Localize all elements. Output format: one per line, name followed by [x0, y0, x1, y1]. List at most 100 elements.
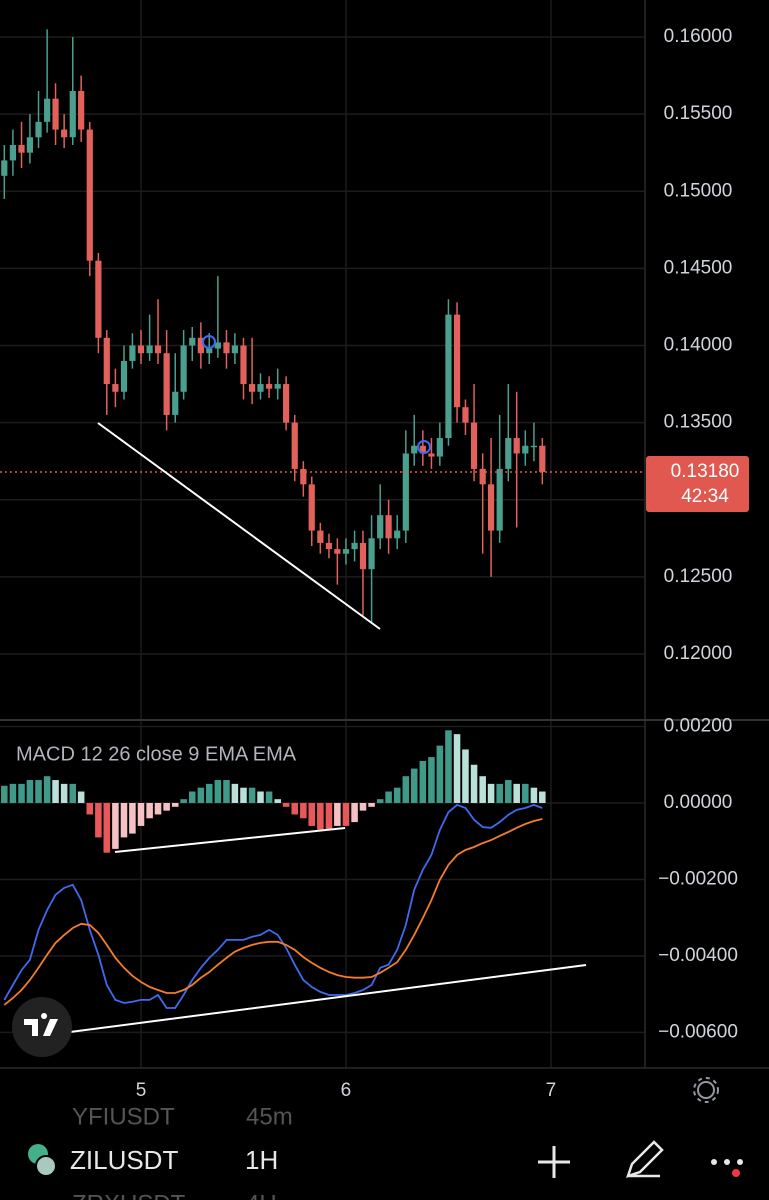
histogram-bar — [419, 760, 427, 803]
histogram-bar — [351, 802, 358, 823]
histogram-bar — [359, 802, 367, 811]
candle-body — [103, 337, 110, 385]
histogram-bar — [274, 799, 281, 803]
dot — [737, 1159, 743, 1165]
histogram-bar — [1, 785, 8, 803]
histogram-bar — [69, 783, 77, 803]
histogram-bar — [428, 757, 435, 803]
candle-body — [513, 438, 520, 454]
candle-body — [359, 542, 367, 570]
histogram-bar — [129, 802, 136, 834]
logo-circle — [12, 997, 72, 1057]
histogram-bar — [146, 802, 153, 819]
macd-line — [3, 803, 543, 1009]
candle-body — [1, 160, 8, 176]
histogram-bar — [214, 780, 222, 803]
y-tick-label: 0.13500 — [664, 412, 733, 433]
histogram-bar — [410, 768, 418, 803]
histogram-bar — [325, 802, 333, 830]
y-tick-label: 0.14500 — [664, 257, 733, 278]
y-tick-label: −0.00600 — [658, 1021, 738, 1042]
ghost-symbol: ZRXUSDT — [72, 1190, 186, 1200]
candle-body — [197, 337, 204, 354]
draw-button[interactable] — [626, 1140, 664, 1178]
histogram-bar — [223, 780, 230, 803]
settings-icon[interactable] — [693, 1077, 719, 1103]
last-price-box — [646, 455, 749, 512]
candle-body — [522, 445, 529, 454]
signal-marker — [417, 440, 431, 454]
histogram-bar — [291, 802, 298, 815]
candle-body — [385, 515, 392, 539]
candle-body — [496, 468, 503, 531]
badge — [732, 1169, 740, 1177]
candle-body — [137, 345, 145, 354]
histogram-bar — [18, 783, 25, 803]
histogram-bar — [505, 780, 512, 803]
candle-body — [317, 530, 324, 543]
logo-glyph — [24, 1013, 58, 1036]
x-tick-label: 6 — [341, 1080, 352, 1101]
y-tick-label: 0.15000 — [664, 180, 733, 201]
candle-body — [487, 484, 495, 531]
candle-body — [334, 549, 341, 554]
candle-body — [61, 129, 68, 138]
y-tick-label: −0.00200 — [658, 868, 738, 889]
interval[interactable]: 1H — [245, 1145, 278, 1175]
symbol[interactable]: ZILUSDT — [70, 1145, 178, 1175]
histogram-bar — [265, 791, 273, 803]
candle-body — [436, 438, 443, 457]
candle-body — [257, 384, 264, 392]
candle-body — [368, 538, 375, 570]
histogram-bar — [188, 791, 196, 803]
candle-body — [35, 121, 42, 138]
histogram-bar — [317, 802, 324, 830]
histogram-bar — [163, 802, 170, 811]
histogram-bar — [453, 734, 461, 803]
candle-body — [44, 98, 51, 122]
histogram-bar — [197, 787, 205, 803]
candle-body — [394, 530, 401, 539]
histogram-bar — [137, 802, 145, 826]
x-tick-label: 7 — [546, 1080, 557, 1101]
histogram-bar — [52, 780, 59, 803]
histogram-bar — [103, 802, 111, 853]
histogram-bar — [205, 783, 213, 803]
signal-marker — [202, 335, 216, 349]
histogram-bar — [120, 802, 128, 838]
histogram-bar — [240, 787, 247, 803]
countdown: 42:34 — [681, 486, 729, 507]
candle-body — [120, 360, 128, 392]
gear[interactable] — [697, 1081, 715, 1099]
histogram-bar — [26, 780, 34, 803]
histogram-bar — [368, 802, 375, 807]
candle-body — [112, 384, 119, 392]
histogram-bar — [530, 787, 538, 803]
y-tick-label: 0.15500 — [664, 103, 733, 124]
histogram-bar — [154, 802, 162, 815]
trend-line — [69, 964, 587, 1033]
candle-body — [445, 314, 452, 439]
add-button[interactable] — [538, 1146, 570, 1178]
candle-body — [52, 98, 59, 130]
histogram-bar — [112, 802, 119, 849]
histogram-bar — [60, 783, 68, 803]
menu-button[interactable] — [711, 1159, 743, 1177]
candle-body — [146, 345, 153, 354]
candle-body — [18, 144, 25, 153]
candle-body — [223, 342, 230, 354]
candle-body — [240, 345, 247, 385]
candle-body — [189, 337, 196, 346]
y-tick-label: 0.12500 — [664, 566, 733, 587]
candle-body — [453, 314, 461, 408]
histogram-bar — [539, 791, 546, 803]
histogram-bar — [248, 787, 256, 803]
candle-body — [214, 342, 221, 349]
gear-teeth — [693, 1077, 719, 1103]
last-price-label: 0.13180 — [671, 461, 740, 482]
candle-body — [428, 453, 435, 457]
candle-body — [462, 407, 469, 423]
macd-line — [3, 818, 543, 1006]
